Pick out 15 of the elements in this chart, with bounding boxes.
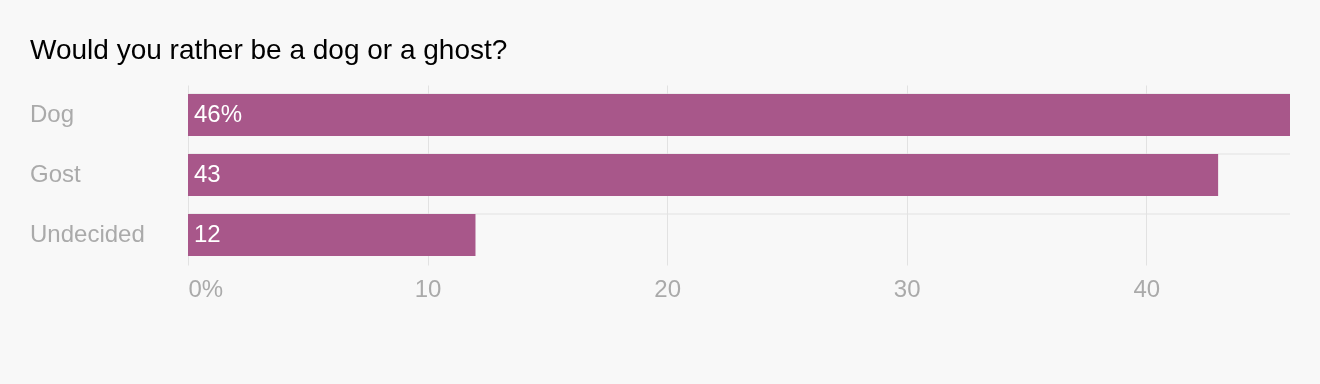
y-tick-label: Dog xyxy=(30,99,75,127)
chart-title: Would you rather be a dog or a ghost? xyxy=(30,34,508,65)
x-tick-label: 0% xyxy=(188,274,224,302)
x-tick-label: 40 xyxy=(1133,274,1161,302)
x-tick-label: 30 xyxy=(893,274,921,302)
y-tick-label: Undecided xyxy=(30,219,145,247)
x-tick-label: 10 xyxy=(414,274,442,302)
data-label: 43 xyxy=(194,160,221,187)
x-tick-label: 20 xyxy=(654,274,681,302)
data-label: 46% xyxy=(194,100,243,127)
bar xyxy=(188,154,1219,196)
y-tick-label: Gost xyxy=(30,159,82,187)
bar xyxy=(188,94,1290,136)
data-label: 12 xyxy=(194,220,221,247)
bar xyxy=(188,214,476,256)
